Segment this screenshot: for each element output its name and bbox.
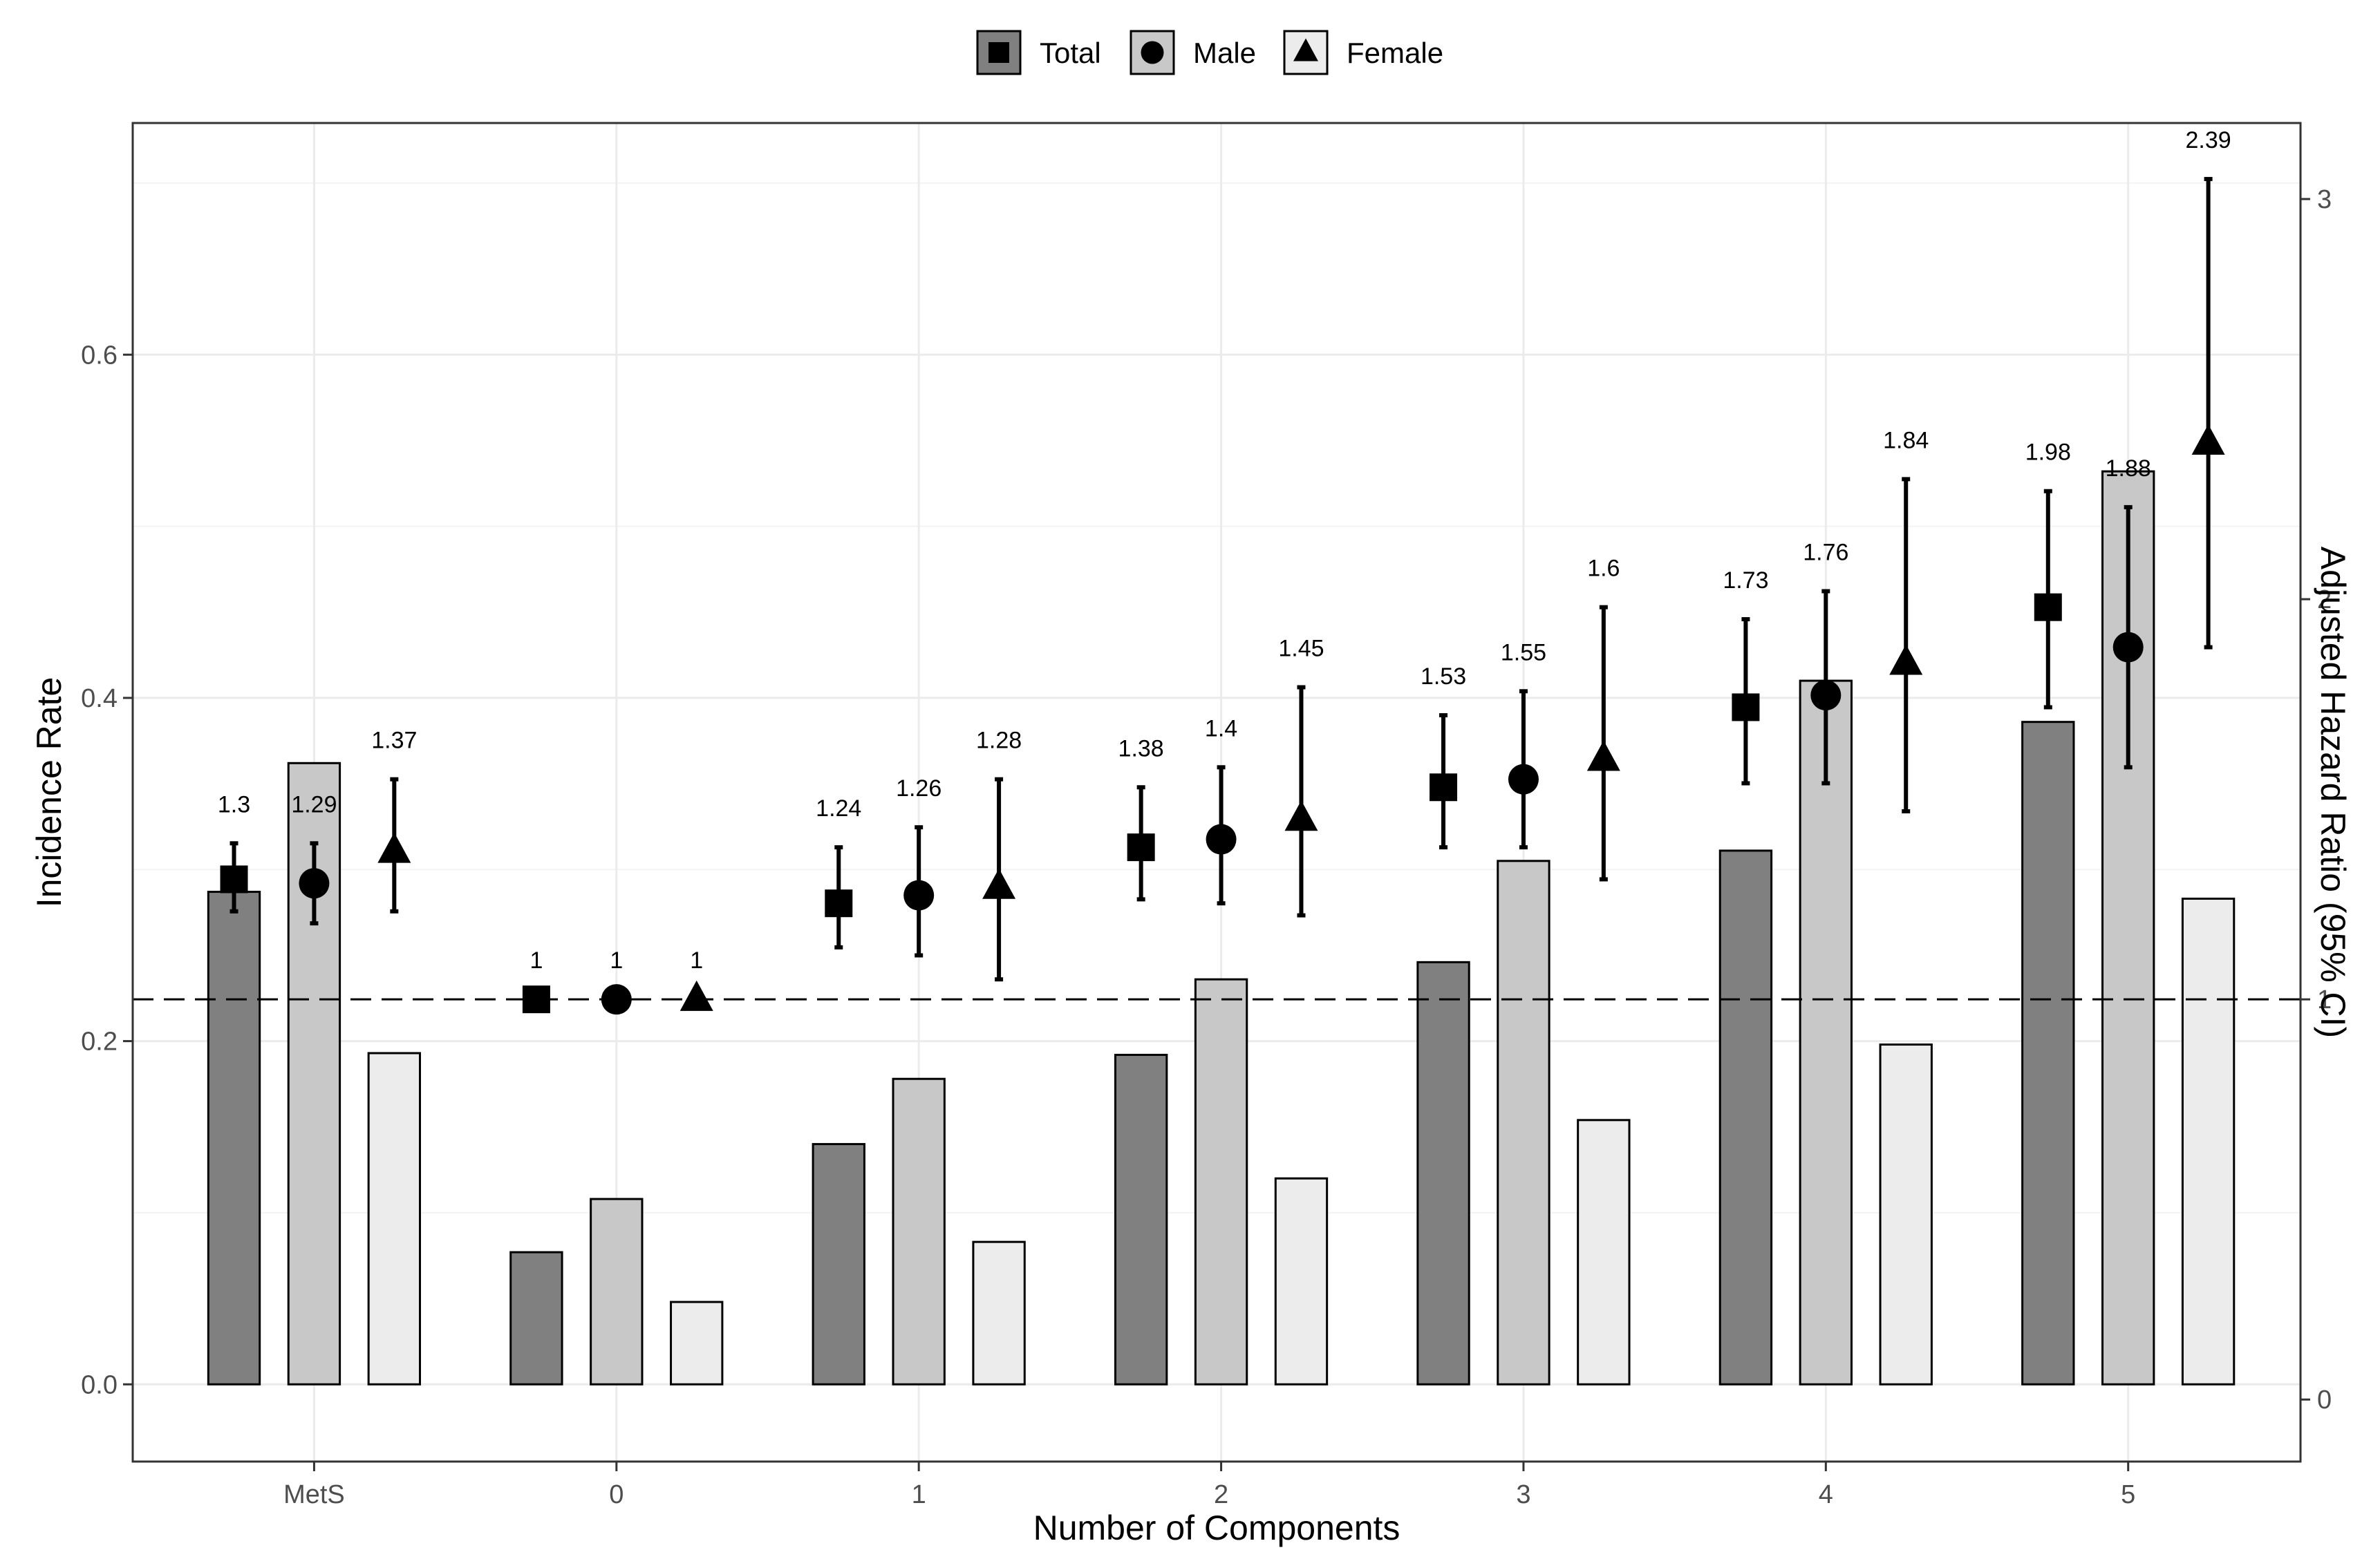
x-tick-label-0: MetS (283, 1480, 345, 1509)
legend-label-total: Total (1040, 37, 1101, 69)
hr-label-total-6: 1.98 (2025, 440, 2071, 466)
point-male-6 (2112, 632, 2144, 663)
hr-label-male-0: 1.29 (291, 791, 337, 818)
bar-total-4 (1416, 961, 1470, 1386)
hr-label-female-4: 1.6 (1587, 556, 1620, 582)
x-tick-label-2: 1 (912, 1480, 926, 1509)
bar-male-4 (1497, 860, 1550, 1386)
hr-label-male-3: 1.4 (1205, 715, 1237, 741)
point-total-3 (1127, 833, 1155, 862)
incidence-bars (207, 470, 2236, 1386)
hr-label-female-3: 1.45 (1278, 635, 1324, 661)
bar-total-5 (1718, 849, 1773, 1386)
bar-total-6 (2021, 721, 2075, 1386)
bar-female-5 (1879, 1043, 1933, 1386)
point-female-4 (1586, 740, 1620, 771)
y2-tick-label-2: 2 (2317, 585, 2332, 614)
x-tick-label-3: 2 (1214, 1480, 1228, 1509)
y2-axis-title: Adjusted Hazard Ratio (95% CI) (2314, 547, 2352, 1038)
point-male-5 (1810, 680, 1842, 711)
bar-total-1 (509, 1251, 563, 1386)
hr-label-female-2: 1.28 (976, 728, 1022, 754)
legend-marker-total (988, 42, 1009, 63)
point-male-1 (601, 984, 632, 1015)
bar-male-5 (1799, 679, 1853, 1386)
bar-female-4 (1577, 1119, 1631, 1386)
hr-label-male-5: 1.76 (1803, 540, 1848, 566)
point-total-2 (825, 889, 853, 918)
x-tick-label-6: 5 (2121, 1480, 2135, 1509)
bar-male-1 (590, 1198, 644, 1386)
bar-female-3 (1274, 1177, 1329, 1386)
hr-label-female-6: 2.39 (2186, 127, 2231, 153)
y-tick-label-2: 0.4 (81, 684, 118, 713)
hr-label-female-1: 1 (690, 947, 703, 974)
legend-marker-male (1141, 41, 1164, 64)
hr-value-labels: 1.3 1 1.24 1.38 1.53 1.73 1.98 1.29 1 1.26 1.4 1.55… (218, 127, 2231, 974)
hr-label-female-5: 1.84 (1883, 427, 1929, 453)
hr-label-total-2: 1.24 (816, 795, 861, 822)
bar-female-2 (972, 1240, 1026, 1386)
y-axis-title: Incidence Rate (30, 677, 68, 908)
hr-label-male-1: 1 (610, 947, 623, 974)
y-tick-label-3: 0.6 (81, 341, 118, 370)
bar-male-2 (892, 1077, 946, 1386)
bar-total-2 (812, 1143, 865, 1386)
point-total-5 (1732, 693, 1760, 721)
y2-tick-label-0: 0 (2317, 1386, 2332, 1415)
x-tick-label-4: 3 (1516, 1480, 1530, 1509)
y2-tick-label-3: 3 (2317, 185, 2332, 214)
y-tick-label-0: 0.0 (81, 1370, 118, 1399)
point-female-5 (1889, 644, 1923, 675)
bar-male-3 (1194, 978, 1248, 1386)
hr-label-male-6: 1.88 (2106, 455, 2151, 482)
point-total-6 (2034, 593, 2062, 621)
bar-total-0 (207, 891, 261, 1386)
y-tick-label-1: 0.2 (81, 1028, 118, 1057)
point-total-4 (1430, 773, 1458, 802)
hr-label-female-0: 1.37 (371, 728, 417, 754)
legend: Total Male Female (976, 30, 1443, 75)
x-axis-title: Number of Components (1033, 1509, 1400, 1547)
legend-marker-female (1293, 38, 1318, 62)
point-female-2 (982, 868, 1016, 899)
axes: 0.0 0.2 0.4 0.6 0 1 2 3 MetS 0 1 2 3 4 5 (81, 185, 2332, 1509)
bar-total-3 (1114, 1053, 1168, 1386)
point-total-1 (522, 985, 550, 1014)
hr-label-total-3: 1.38 (1118, 735, 1164, 762)
point-male-4 (1508, 764, 1539, 795)
bar-female-6 (2181, 897, 2236, 1386)
x-tick-label-1: 0 (609, 1480, 624, 1509)
bar-female-0 (367, 1052, 422, 1386)
legend-label-female: Female (1347, 37, 1443, 69)
x-tick-label-5: 4 (1819, 1480, 1833, 1509)
point-female-0 (377, 832, 411, 863)
hr-label-total-1: 1 (530, 947, 543, 974)
hr-label-male-2: 1.26 (896, 775, 941, 802)
hr-points (220, 424, 2225, 1015)
point-male-3 (1206, 824, 1237, 855)
hr-label-total-4: 1.53 (1421, 663, 1466, 690)
plot-frame (131, 122, 2302, 1463)
point-female-6 (2191, 424, 2225, 455)
hr-label-total-0: 1.3 (218, 791, 250, 818)
bar-female-1 (670, 1301, 724, 1386)
point-female-3 (1284, 800, 1318, 831)
hr-label-total-5: 1.73 (1723, 567, 1768, 594)
hr-label-male-4: 1.55 (1501, 639, 1546, 665)
y2-tick-label-1: 1 (2317, 985, 2332, 1014)
point-male-0 (299, 868, 330, 899)
point-total-0 (220, 865, 248, 894)
point-male-2 (903, 880, 935, 911)
legend-label-male: Male (1193, 37, 1256, 69)
point-female-1 (680, 980, 713, 1011)
